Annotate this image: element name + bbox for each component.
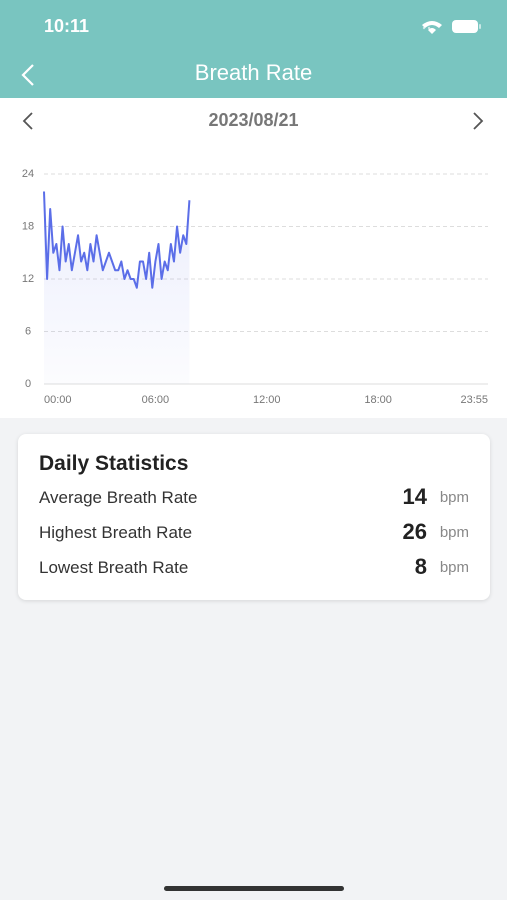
status-icons	[422, 20, 481, 34]
y-tick-label: 24	[22, 168, 34, 180]
next-day[interactable]	[470, 110, 486, 132]
date-label: 2023/08/21	[208, 110, 299, 130]
x-tick-label: 23:55	[460, 394, 488, 406]
stat-value: 26	[402, 519, 427, 544]
stat-value: 14	[402, 484, 427, 509]
statistics-title: Daily Statistics	[39, 452, 189, 475]
statistics-card: Daily Statistics Average Breath Rate 14 bp…	[18, 434, 490, 600]
y-tick-label: 6	[25, 325, 31, 337]
chart: 0 6 12 18 24 00:00 06:00 12:00 18:00 23:55	[22, 168, 488, 406]
x-tick-label: 18:00	[364, 394, 392, 406]
x-tick-label: 12:00	[253, 394, 281, 406]
back-button[interactable]	[20, 62, 36, 88]
stat-unit: bpm	[439, 559, 469, 576]
stat-value: 8	[414, 554, 427, 579]
stat-label: Lowest Breath Rate	[39, 558, 189, 577]
y-tick-label: 0	[25, 378, 31, 390]
y-tick-label: 18	[22, 220, 34, 232]
stat-unit: bpm	[439, 489, 469, 506]
x-tick-label: 00:00	[44, 394, 72, 406]
stat-label: Highest Breath Rate	[39, 523, 193, 542]
stat-row: Highest Breath Rate 26 bpm	[39, 519, 469, 549]
chart-panel: 2023/08/21 0 6 12 18 24 00:00 06:00 12:00 18:00 2…	[0, 98, 507, 418]
stat-unit: bpm	[439, 524, 469, 541]
stat-row: Average Breath Rate 14 bpm	[39, 484, 469, 514]
header: 10:11 Breath Rate	[0, 0, 507, 98]
stat-label: Average Breath Rate	[39, 488, 198, 507]
prev-day[interactable]	[20, 110, 36, 132]
home-indicator	[164, 886, 344, 891]
stat-row: Lowest Breath Rate 8 bpm	[39, 554, 469, 584]
area	[44, 191, 190, 384]
x-tick-label: 06:00	[142, 394, 170, 406]
y-tick-label: 12	[22, 273, 34, 285]
line	[43, 191, 191, 289]
status-time: 10:11	[44, 16, 90, 36]
page-title: Breath Rate	[194, 60, 313, 85]
